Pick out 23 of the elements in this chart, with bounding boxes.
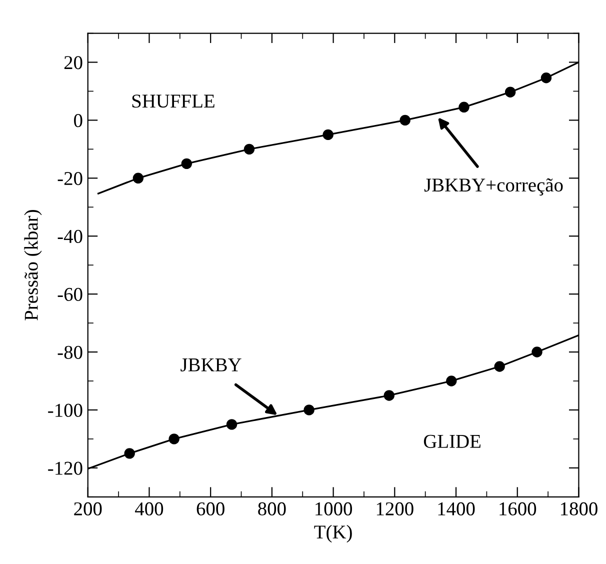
x-tick-label: 400	[135, 502, 164, 516]
x-tick-label: 200	[74, 502, 102, 516]
annotation: JBKBY+correção	[424, 178, 563, 196]
x-tick-label: 1200	[376, 502, 414, 516]
y-tick-label: 0	[74, 114, 82, 128]
y-tick-label: -20	[58, 172, 82, 186]
x-tick-label: 1800	[560, 502, 598, 516]
annotation: GLIDE	[424, 434, 480, 448]
x-tick-label: 1000	[316, 502, 352, 516]
x-tick-label: 1600	[500, 502, 536, 516]
x-tick-label: 600	[196, 502, 224, 516]
y-tick-label: 20	[64, 56, 82, 70]
y-tick-label: -60	[58, 288, 82, 301]
y-axis-title: Pressão (kbar)	[24, 210, 42, 320]
annotation: JBKBY	[180, 358, 242, 372]
x-tick-label: 1400	[438, 502, 475, 516]
annotation: SHUFFLE	[132, 94, 214, 108]
y-tick-label: -40	[58, 230, 82, 244]
y-tick-label: -80	[58, 346, 82, 359]
x-tick-label: 800	[258, 502, 286, 516]
y-tick-label: -120	[48, 462, 82, 475]
y-tick-label: -100	[48, 404, 82, 417]
x-axis-title: T(K)	[314, 524, 352, 543]
